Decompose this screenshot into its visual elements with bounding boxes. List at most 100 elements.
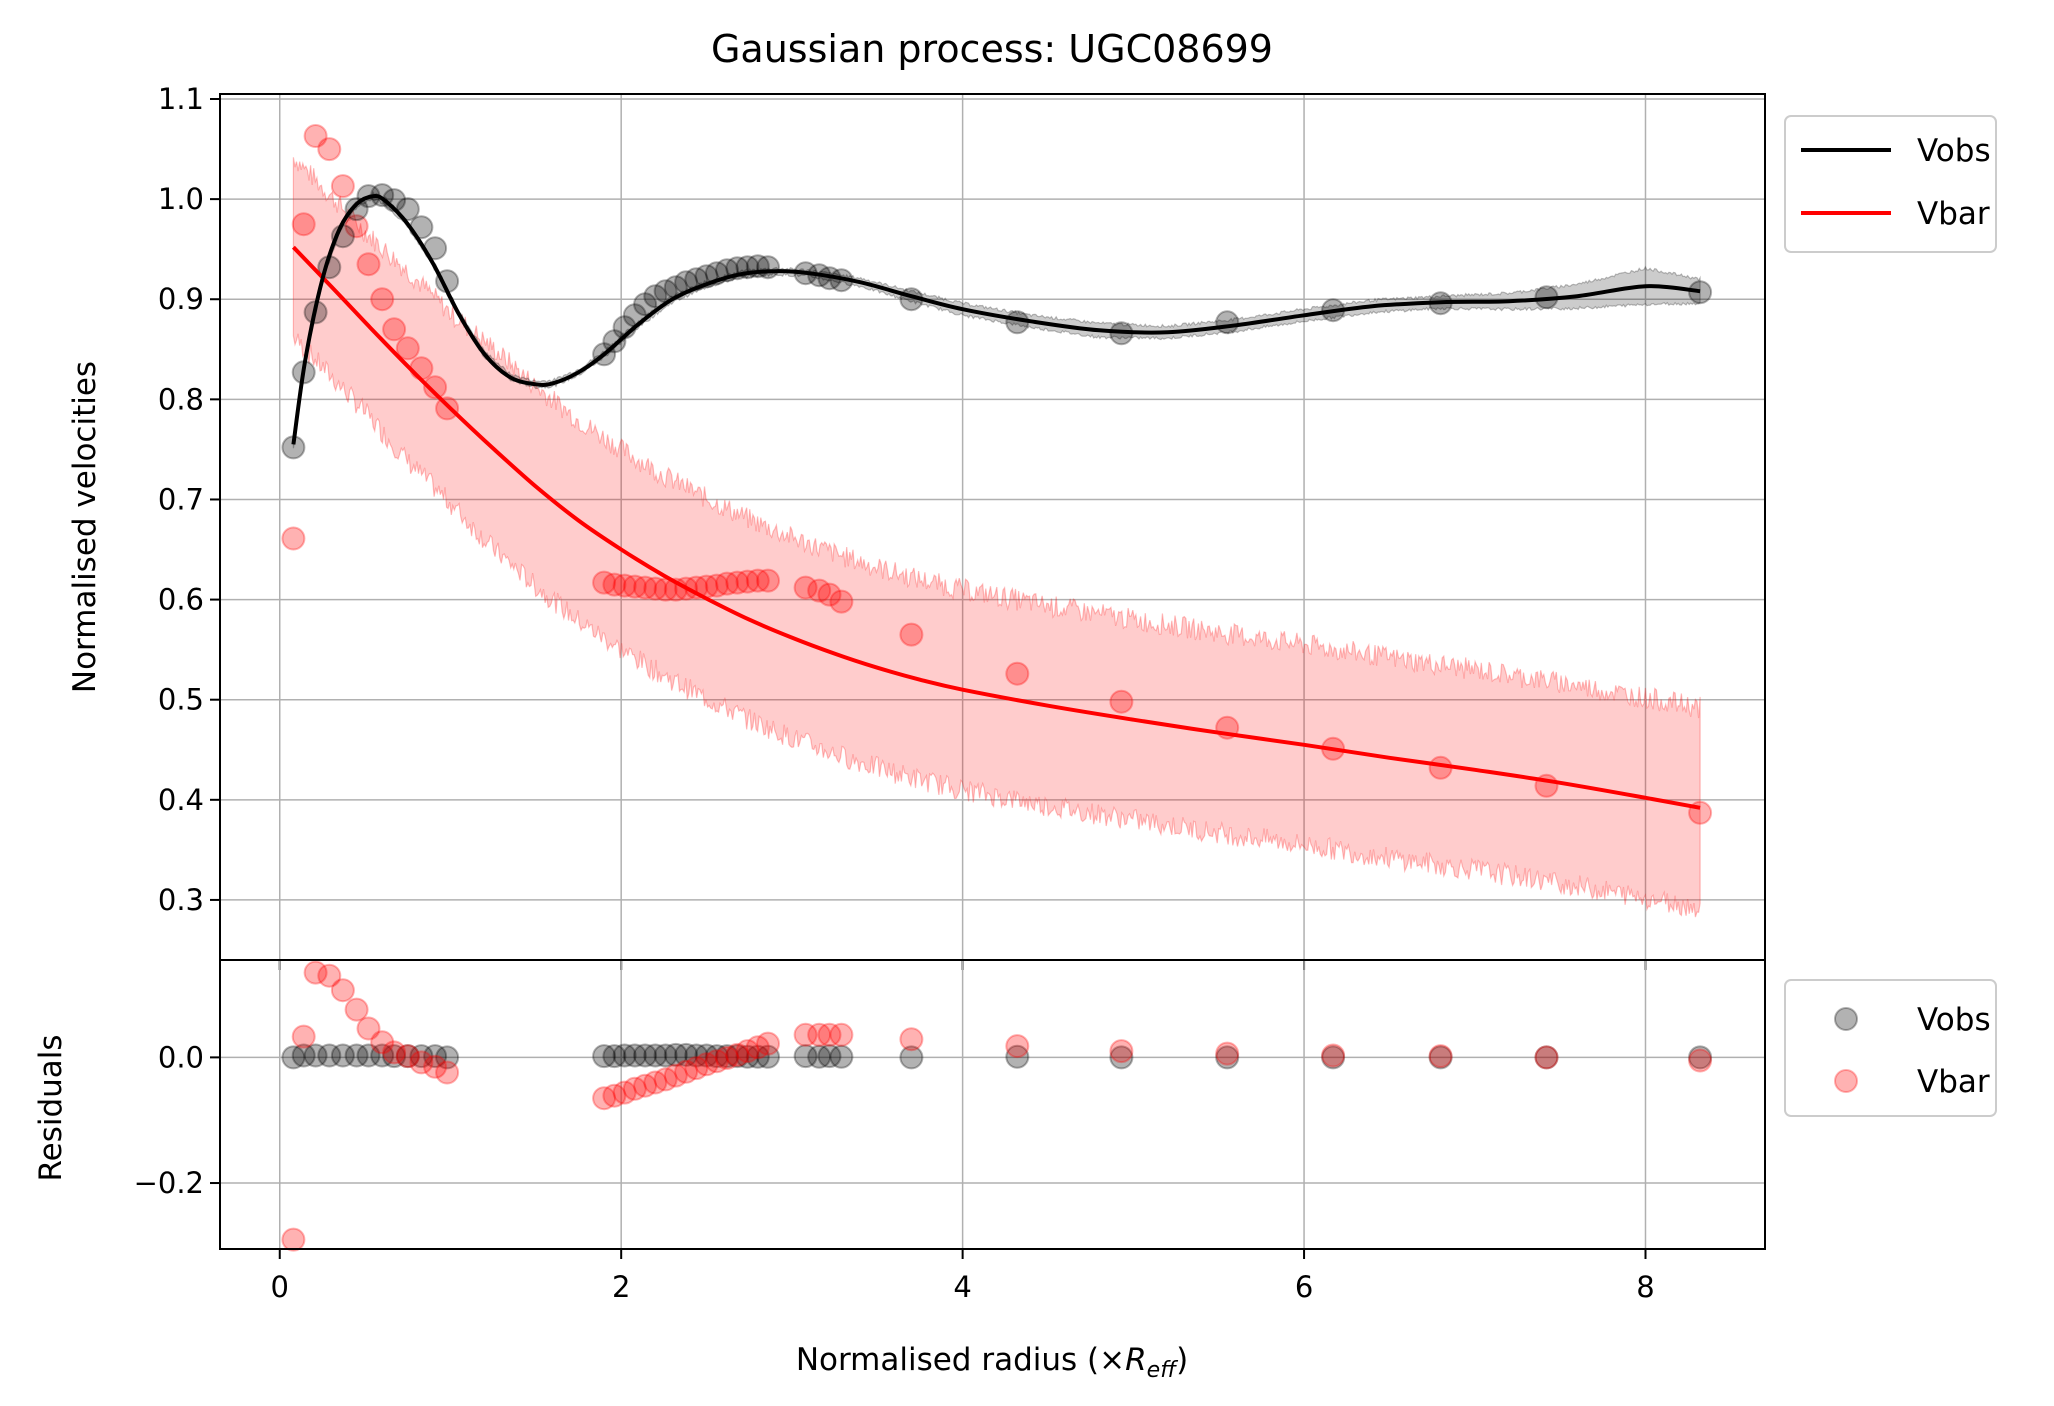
vbar-point	[704, 573, 729, 598]
residual-vbar-point	[1321, 1043, 1346, 1068]
residual-vobs-point	[684, 1043, 709, 1068]
main-y-tick-label: 0.9	[158, 282, 204, 316]
main-y-tick-label: 0.4	[158, 783, 204, 817]
residual-vbar-point	[291, 1024, 316, 1049]
vbar-point	[281, 526, 306, 551]
residual-vbar-point	[1534, 1045, 1559, 1070]
x-tick-label: 2	[612, 1270, 630, 1304]
residual-vbar-point	[715, 1046, 739, 1070]
residual-vbar-point	[592, 1086, 617, 1111]
vbar-point	[899, 622, 924, 647]
residual-vobs-points	[281, 1042, 1713, 1070]
x-tick-label: 6	[1295, 1270, 1313, 1304]
residual-vobs-point	[356, 1043, 381, 1068]
residual-vobs-point	[622, 1043, 647, 1068]
residuals-axes-frame	[219, 959, 1766, 1250]
vbar-point	[370, 287, 395, 312]
vbar-point	[435, 396, 460, 421]
residual-vobs-point	[899, 1045, 924, 1070]
vbar-point	[622, 574, 647, 599]
residuals-legend: Vobs Vbar	[1784, 979, 1997, 1117]
residual-vbar-point	[643, 1070, 668, 1095]
residual-vobs-point	[592, 1044, 617, 1069]
residual-vbar-point	[612, 1080, 637, 1105]
residual-vobs-point	[395, 1044, 420, 1069]
vobs-point	[633, 292, 658, 317]
residuals-y-tick-label: −0.2	[134, 1166, 204, 1200]
residual-vbar-point	[622, 1076, 647, 1101]
residual-vobs-point	[1321, 1045, 1346, 1070]
residual-vobs-point	[1109, 1045, 1134, 1070]
vbar-data-points	[281, 124, 1713, 825]
residual-vobs-point	[1215, 1045, 1240, 1070]
fit-lines	[291, 193, 1701, 810]
main-y-axis-label: Normalised velocities	[67, 361, 103, 693]
residuals-gridlines	[220, 960, 1765, 1249]
vbar-point	[303, 124, 328, 148]
residual-vbar-point	[1215, 1041, 1240, 1066]
residual-vobs-point	[370, 1043, 395, 1068]
residual-vobs-point	[602, 1044, 627, 1069]
main-plot-panel: 0.3 0.4 0.5 0.6 0.7 0.8 0.9 1.0 1.1 Normalised v…	[67, 82, 1997, 970]
vobs-band-area	[292, 190, 1701, 449]
residuals-y-axis-ticks: 0.0 −0.2	[134, 1040, 220, 1200]
residual-vobs-point	[409, 1044, 434, 1069]
residual-vbar-point	[663, 1063, 688, 1088]
vbar-point	[602, 572, 627, 597]
residual-vbar-point	[694, 1052, 719, 1077]
vobs-point	[756, 255, 780, 280]
residual-vobs-point	[1534, 1045, 1559, 1070]
residual-vbar-point	[829, 1022, 854, 1047]
residual-vobs-point	[704, 1044, 729, 1069]
x-axis-label-subscript: eff	[1147, 1358, 1179, 1383]
residuals-legend-vobs-label: Vobs	[1917, 1002, 1991, 1038]
residual-vbar-point	[370, 1030, 395, 1055]
vbar-point	[643, 576, 668, 601]
residual-vobs-point	[382, 1044, 407, 1069]
vbar-point	[423, 375, 448, 400]
chart-title: Gaussian process: UGC08699	[711, 27, 1273, 71]
residual-vbar-point	[745, 1035, 770, 1060]
residual-vobs-point	[756, 1044, 780, 1069]
vbar-confidence-band	[292, 157, 1701, 918]
residual-vobs-point	[330, 1043, 355, 1068]
legend-vobs-label: Vobs	[1917, 133, 1991, 169]
vbar-point	[793, 575, 818, 600]
vobs-fit-line	[291, 193, 1701, 445]
residual-vobs-point	[435, 1045, 460, 1070]
vbar-point	[745, 568, 770, 593]
residual-vbar-point	[356, 1016, 381, 1041]
legend-vbar-label: Vbar	[1917, 196, 1990, 232]
residual-vobs-point	[1688, 1045, 1713, 1070]
residual-vbar-point	[807, 1022, 832, 1047]
residual-vobs-point	[793, 1044, 818, 1069]
residual-vobs-point	[1428, 1045, 1453, 1070]
vobs-point	[1688, 280, 1713, 305]
residual-vbar-point	[793, 1022, 818, 1047]
vbar-point	[633, 575, 658, 600]
residuals-x-axis-ticks: 0 2 4 6 8	[271, 1249, 1655, 1304]
residual-vobs-point	[281, 1045, 306, 1070]
vbar-point	[715, 571, 739, 596]
residual-vbar-point	[653, 1067, 678, 1092]
x-axis-label-suffix: )	[1176, 1342, 1188, 1378]
residuals-legend-box	[1784, 979, 1997, 1117]
main-legend: Vobs Vbar	[1784, 115, 1997, 253]
residual-vobs-point	[725, 1044, 750, 1069]
vbar-point	[382, 317, 407, 342]
residual-vobs-point	[633, 1043, 658, 1068]
residual-vbar-point	[899, 1027, 924, 1052]
main-y-tick-label: 0.7	[158, 482, 204, 516]
vobs-point	[643, 284, 668, 309]
main-y-tick-label: 1.0	[158, 182, 204, 216]
residual-vobs-point	[817, 1044, 842, 1069]
residual-vbar-point	[382, 1040, 407, 1065]
residual-vobs-point	[291, 1043, 316, 1068]
x-axis-label-prefix: Normalised radius (×	[796, 1342, 1125, 1378]
vbar-point	[317, 137, 342, 162]
vbar-point	[612, 573, 637, 598]
residual-vbar-point	[684, 1056, 709, 1081]
residual-vobs-point	[807, 1044, 832, 1069]
vbar-point	[409, 356, 434, 381]
